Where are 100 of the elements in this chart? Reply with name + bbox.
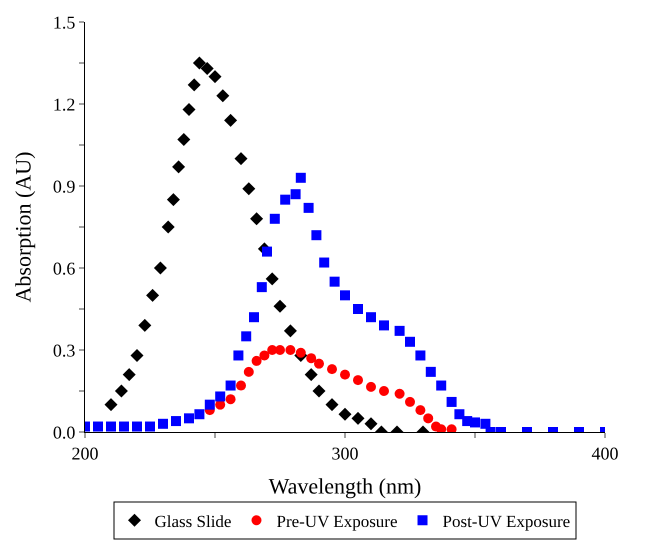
point <box>327 364 337 374</box>
point <box>188 78 201 92</box>
point <box>244 366 254 377</box>
point <box>130 348 144 362</box>
point <box>314 358 324 369</box>
point <box>280 194 290 205</box>
point <box>216 89 230 102</box>
point <box>256 282 267 292</box>
point <box>233 350 244 360</box>
point <box>200 62 214 75</box>
point <box>250 212 264 226</box>
point <box>364 417 378 430</box>
point <box>366 312 376 322</box>
point <box>379 386 389 396</box>
point <box>132 422 142 432</box>
point <box>266 272 279 286</box>
point <box>352 412 364 425</box>
point <box>480 418 490 429</box>
point <box>226 394 236 404</box>
point <box>154 262 167 274</box>
point <box>306 353 316 364</box>
point <box>138 318 152 332</box>
point <box>252 356 262 366</box>
point <box>394 388 405 399</box>
point <box>146 288 160 302</box>
x-tick-label: 200 <box>72 444 98 464</box>
point <box>241 331 252 342</box>
point <box>426 366 436 377</box>
point <box>242 182 256 196</box>
point <box>184 413 194 424</box>
point <box>194 409 204 420</box>
point <box>177 133 190 146</box>
legend-label: Pre-UV Exposure <box>276 512 398 531</box>
point <box>274 300 286 313</box>
y-tick-label: 0.9 <box>52 176 76 196</box>
point <box>330 276 340 287</box>
point <box>158 418 168 429</box>
x-tick-label: 300 <box>332 444 358 464</box>
y-tick-label: 1.2 <box>52 94 76 114</box>
point <box>415 405 426 416</box>
point <box>415 350 426 360</box>
point <box>204 400 215 410</box>
y-axis-title: Absorption (AU) <box>10 152 36 302</box>
point <box>423 413 434 424</box>
point <box>171 416 181 426</box>
point <box>311 230 322 240</box>
point <box>312 384 326 398</box>
point <box>366 382 376 392</box>
point <box>215 391 226 402</box>
point <box>166 193 180 206</box>
point <box>270 214 280 224</box>
y-tick-label: 1.5 <box>52 12 76 32</box>
point <box>296 348 306 358</box>
point <box>405 396 415 407</box>
point <box>275 345 285 355</box>
point <box>249 312 259 322</box>
point <box>446 396 457 407</box>
point <box>262 246 272 257</box>
point <box>405 336 415 347</box>
point <box>353 375 363 386</box>
point <box>93 422 103 432</box>
point <box>340 290 350 300</box>
y-tick-label: 0.3 <box>52 340 76 360</box>
legend-label: Post-UV Exposure <box>442 512 570 531</box>
point <box>285 345 296 355</box>
point <box>114 384 128 398</box>
point <box>304 368 318 382</box>
point <box>340 370 350 380</box>
point <box>326 398 338 412</box>
point <box>353 304 363 314</box>
point <box>104 398 118 412</box>
point <box>470 417 480 428</box>
point <box>319 258 330 268</box>
y-tick-label: 0.0 <box>52 422 76 442</box>
x-axis-title: Wavelength (nm) <box>268 474 422 498</box>
point <box>296 172 306 183</box>
point <box>436 380 446 391</box>
point <box>162 220 175 234</box>
point <box>304 202 314 213</box>
point <box>182 102 196 116</box>
point <box>394 326 405 336</box>
point <box>290 189 301 200</box>
point <box>145 422 155 432</box>
point <box>454 409 464 420</box>
point <box>259 350 270 360</box>
point <box>224 114 238 127</box>
point <box>192 56 206 70</box>
point <box>119 422 129 432</box>
y-tick-label: 0.6 <box>52 258 76 278</box>
point <box>172 160 186 174</box>
point <box>338 408 352 421</box>
point <box>234 152 248 166</box>
x-tick-label: 400 <box>592 444 618 464</box>
point <box>226 380 236 391</box>
point <box>284 324 297 338</box>
point <box>122 368 136 382</box>
legend-label: Glass Slide <box>154 512 232 531</box>
point <box>106 422 116 432</box>
point <box>236 380 246 391</box>
point <box>208 70 222 84</box>
